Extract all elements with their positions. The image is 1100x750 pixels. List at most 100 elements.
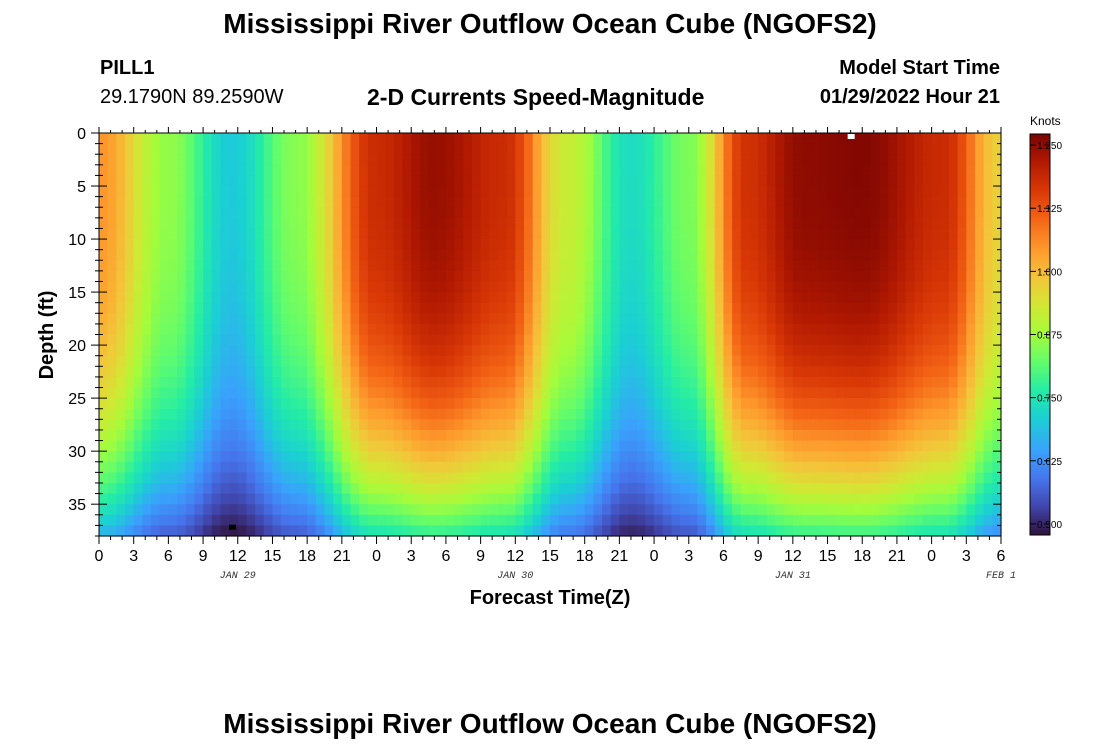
- heatmap-cell: [341, 186, 352, 198]
- heatmap-cell: [879, 429, 889, 442]
- heatmap-cell: [99, 429, 109, 442]
- heatmap-cell: [948, 249, 959, 261]
- heatmap-cell: [402, 334, 412, 346]
- heatmap-cell: [957, 302, 967, 314]
- heatmap-cell: [740, 302, 751, 314]
- heatmap-cell: [862, 239, 872, 251]
- heatmap-cell: [324, 525, 334, 537]
- heatmap-cell: [159, 249, 169, 261]
- heatmap-cell: [931, 239, 941, 251]
- heatmap-cell: [645, 472, 655, 484]
- heatmap-cell: [940, 514, 950, 526]
- heatmap-cell: [966, 186, 976, 198]
- heatmap-cell: [359, 408, 369, 420]
- heatmap-cell: [194, 504, 204, 516]
- heatmap-cell: [983, 313, 993, 325]
- heatmap-cell: [801, 260, 811, 272]
- heatmap-cell: [246, 525, 256, 537]
- heatmap-cell: [654, 366, 664, 378]
- heatmap-cell: [289, 249, 300, 261]
- heatmap-cell: [758, 217, 768, 230]
- heatmap-cell: [307, 461, 317, 473]
- heatmap-cell: [853, 313, 863, 325]
- heatmap-cell: [307, 281, 317, 293]
- heatmap-cell: [870, 154, 881, 166]
- heatmap-cell: [385, 133, 395, 145]
- heatmap-cell: [602, 366, 612, 378]
- heatmap-cell: [541, 196, 551, 208]
- heatmap-cell: [419, 408, 430, 420]
- heatmap-cell: [385, 419, 395, 431]
- heatmap-cell: [203, 472, 213, 484]
- heatmap-cell: [758, 398, 768, 410]
- heatmap-cell: [870, 461, 881, 473]
- heatmap-cell: [411, 376, 421, 389]
- heatmap-cell: [289, 164, 300, 177]
- heatmap-cell: [515, 376, 525, 389]
- heatmap-cell: [905, 207, 915, 219]
- heatmap-cell: [177, 472, 187, 484]
- heatmap-cell: [463, 345, 473, 357]
- heatmap-cell: [697, 472, 707, 484]
- x-axis-title: Forecast Time(Z): [470, 587, 631, 609]
- heatmap-cell: [454, 207, 464, 219]
- heatmap-cell: [255, 249, 265, 261]
- heatmap-cell: [445, 175, 456, 187]
- heatmap-cell: [333, 461, 343, 473]
- heatmap-cell: [844, 292, 855, 304]
- heatmap-cell: [211, 334, 222, 346]
- heatmap-cell: [359, 323, 369, 336]
- heatmap-cell: [914, 408, 924, 420]
- heatmap-cell: [749, 186, 759, 198]
- heatmap-cell: [792, 398, 803, 410]
- heatmap-cell: [480, 196, 490, 208]
- heatmap-cell: [766, 440, 777, 452]
- heatmap-cell: [515, 143, 525, 155]
- heatmap-cell: [784, 143, 794, 155]
- heatmap-cell: [905, 472, 915, 484]
- heatmap-cell: [523, 217, 534, 230]
- heatmap-cell: [133, 164, 143, 177]
- heatmap-cell: [680, 461, 690, 473]
- heatmap-cell: [879, 217, 889, 230]
- heatmap-cell: [688, 323, 699, 336]
- heatmap-cell: [428, 302, 438, 314]
- heatmap-cell: [107, 345, 117, 357]
- heatmap-cell: [419, 239, 430, 251]
- heatmap-cell: [272, 398, 282, 410]
- heatmap-cell: [628, 345, 638, 357]
- heatmap-cell: [792, 217, 803, 230]
- colorbar-tick-label: 0.875: [1037, 331, 1062, 342]
- heatmap-cell: [437, 281, 447, 293]
- heatmap-cell: [411, 196, 421, 208]
- heatmap-cell: [229, 323, 239, 336]
- heatmap-cell: [359, 207, 369, 219]
- heatmap-cell: [151, 504, 161, 516]
- heatmap-cell: [246, 366, 256, 378]
- heatmap-cell: [792, 175, 803, 187]
- heatmap-cell: [307, 387, 317, 399]
- heatmap-cell: [957, 323, 967, 336]
- heatmap-cell: [931, 207, 941, 219]
- heatmap-cell: [827, 387, 837, 399]
- heatmap-cell: [584, 292, 594, 304]
- heatmap-cell: [870, 217, 881, 230]
- heatmap-cell: [896, 281, 907, 293]
- heatmap-cell: [411, 186, 421, 198]
- heatmap-cell: [766, 292, 777, 304]
- heatmap-cell: [428, 196, 438, 208]
- heatmap-cell: [307, 429, 317, 442]
- heatmap-cell: [844, 398, 855, 410]
- heatmap-cell: [948, 175, 959, 187]
- heatmap-cell: [688, 196, 699, 208]
- heatmap-cell: [194, 355, 204, 367]
- heatmap-cell: [185, 408, 195, 420]
- heatmap-cell: [393, 451, 404, 463]
- heatmap-cell: [463, 355, 473, 367]
- heatmap-cell: [983, 323, 993, 336]
- heatmap-cell: [558, 472, 568, 484]
- heatmap-cell: [810, 334, 820, 346]
- heatmap-cell: [732, 302, 742, 314]
- heatmap-cell: [550, 429, 560, 442]
- heatmap-cell: [602, 387, 612, 399]
